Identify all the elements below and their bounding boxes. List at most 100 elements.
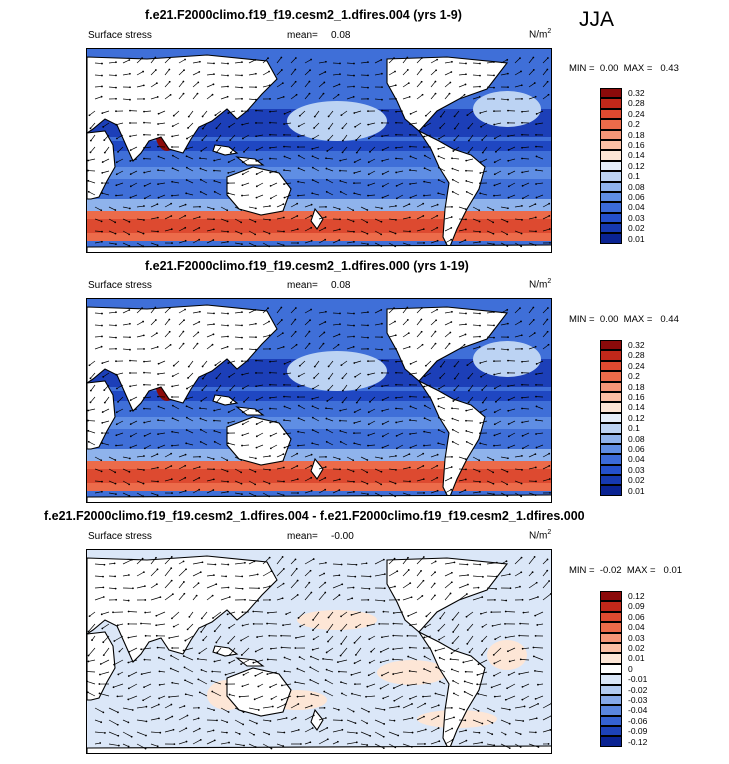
wind-vector: [171, 444, 180, 447]
vector-head: [367, 194, 369, 197]
colorbar-tick-label: 0.28: [628, 350, 645, 361]
vector-head: [241, 434, 244, 437]
wind-vector: [248, 574, 258, 577]
vector-head: [506, 308, 509, 311]
wind-vector: [318, 332, 325, 338]
vector-head: [323, 690, 326, 693]
vector-head: [202, 639, 205, 642]
vector-head: [168, 307, 171, 309]
wind-vector: [367, 623, 376, 627]
wind-vector: [158, 695, 166, 699]
wind-vector: [192, 61, 200, 64]
vector-head: [479, 432, 481, 435]
colorbar-swatch: [600, 150, 622, 161]
wind-vector: [202, 134, 208, 141]
vector-head: [323, 331, 326, 334]
wind-vector: [136, 571, 145, 577]
wind-vector: [270, 444, 278, 449]
wind-vector: [113, 683, 124, 688]
colorbar-tick-label: 0.08: [628, 433, 645, 444]
vector-head: [507, 409, 510, 412]
vector-head: [537, 683, 539, 686]
vector-head: [477, 710, 480, 712]
vector-head: [451, 428, 454, 431]
wind-vector: [444, 477, 452, 482]
vector-head: [495, 150, 497, 153]
wind-vector: [430, 740, 440, 745]
wind-vector: [340, 408, 348, 411]
vector-head: [240, 663, 243, 665]
vector-head: [493, 161, 496, 164]
vector-head: [392, 673, 395, 675]
vector-head: [366, 624, 369, 627]
wind-vector: [284, 372, 292, 375]
wind-vector: [136, 585, 145, 589]
vector-head: [507, 336, 509, 339]
vector-head: [531, 571, 534, 574]
vector-head: [367, 97, 369, 100]
vector-head: [395, 383, 397, 386]
wind-vector: [402, 332, 410, 338]
colorbar-tick-label: 0.04: [628, 454, 645, 465]
vector-head: [327, 365, 330, 368]
vector-head: [337, 343, 340, 346]
vector-head: [548, 464, 551, 467]
vector-head: [506, 72, 509, 75]
wind-vector: [444, 572, 452, 577]
wind-vector: [164, 307, 171, 314]
wind-vector: [438, 167, 446, 172]
wind-vector: [509, 659, 516, 662]
coastline: [226, 667, 292, 717]
vector-head: [255, 185, 258, 188]
wind-vector: [388, 334, 396, 338]
wind-vector: [536, 110, 544, 115]
wind-vector: [382, 146, 390, 151]
vector-head: [212, 333, 215, 336]
wind-vector: [158, 372, 166, 375]
vector-head: [103, 563, 106, 566]
vector-head: [410, 596, 413, 599]
vector-head: [297, 154, 300, 157]
wind-vector: [402, 703, 413, 709]
wind-vector: [494, 432, 502, 436]
vector-head: [297, 135, 300, 138]
vector-head: [129, 122, 131, 124]
vector-head: [492, 459, 495, 461]
wind-vector: [262, 743, 272, 749]
vector-head: [154, 69, 157, 71]
wind-vector: [88, 408, 96, 411]
wind-vector: [150, 96, 158, 100]
wind-vector: [388, 57, 395, 64]
vector-head: [452, 400, 455, 402]
wind-vector: [396, 396, 404, 399]
wind-vector: [200, 168, 208, 172]
wind-vector: [256, 194, 264, 198]
vector-head: [143, 185, 146, 187]
vector-head: [481, 389, 484, 391]
colorbar-tick-label: 0.03: [628, 632, 645, 643]
vector-head: [532, 306, 535, 309]
colorbar-swatch: [600, 601, 622, 612]
vector-head: [367, 360, 369, 363]
vector-head: [341, 389, 344, 392]
wind-vector: [481, 384, 488, 391]
wind-vector: [528, 242, 536, 246]
wind-vector: [410, 182, 418, 185]
wind-vector: [388, 71, 396, 76]
vector-head: [243, 744, 245, 747]
wind-vector: [220, 596, 230, 601]
vector-head: [240, 221, 243, 224]
wind-vector: [374, 456, 382, 459]
wind-vector: [458, 593, 468, 601]
wind-vector: [242, 432, 250, 436]
wind-vector: [318, 343, 324, 350]
vector-head: [182, 330, 185, 333]
vector-head: [129, 372, 131, 374]
vector-head: [409, 373, 411, 375]
vector-head: [507, 135, 509, 138]
wind-vector: [409, 695, 418, 700]
wind-vector: [158, 406, 166, 410]
wind-vector: [267, 659, 278, 661]
vector-head: [450, 226, 453, 229]
vector-head: [311, 155, 314, 158]
